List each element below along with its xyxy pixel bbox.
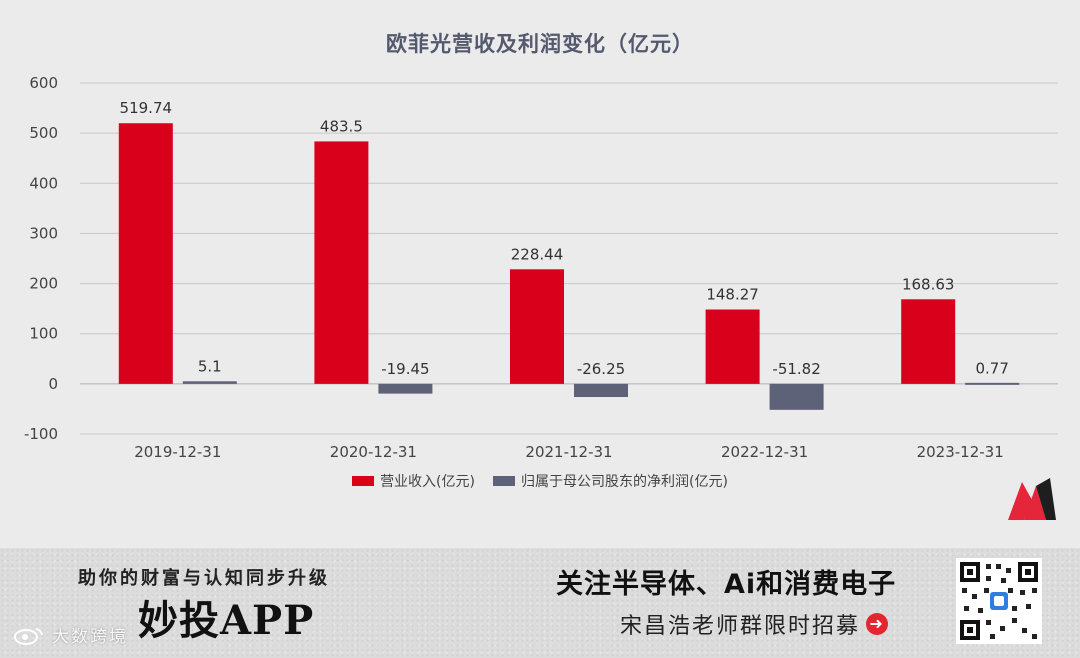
- y-tick-label: 200: [29, 275, 58, 293]
- chart-area: 欧菲光营收及利润变化（亿元） 600 500 400 300 200 100 0 -100 20…: [0, 32, 1080, 520]
- bar-chart: 600 500 400 300 200 100 0 -100 2019-12-31 519.74 5…: [24, 74, 1058, 461]
- revenue-bar: [901, 299, 956, 384]
- profit-bar: [574, 383, 628, 398]
- revenue-bar: [314, 141, 369, 384]
- banner-app-name: 妙投APP: [138, 597, 315, 644]
- brand-logo-icon: [1008, 478, 1056, 520]
- x-tick-label: 2020-12-31: [330, 443, 417, 461]
- y-tick-label: 600: [29, 74, 58, 92]
- y-tick-label: 400: [29, 174, 58, 192]
- legend-item-revenue: 营业收入(亿元): [352, 471, 475, 491]
- revenue-bar: [118, 123, 173, 384]
- watermark-text: 大数跨境: [52, 627, 128, 647]
- revenue-bar: [510, 269, 564, 384]
- profit-bar: [182, 381, 237, 384]
- legend-swatch-revenue: [352, 476, 375, 486]
- legend-item-profit: 归属于母公司股东的净利润(亿元): [493, 471, 728, 491]
- banner-subline[interactable]: 宋昌浩老师群限时招募 ➜: [620, 608, 889, 640]
- y-tick-label: -100: [24, 425, 58, 443]
- legend-label-revenue: 营业收入(亿元): [380, 474, 475, 490]
- y-tick-label: 300: [29, 224, 58, 242]
- qr-code-icon: [956, 558, 1042, 644]
- profit-data-label: -26.25: [577, 360, 625, 378]
- x-tick-label: 2023-12-31: [917, 443, 1004, 461]
- revenue-data-label: 483.5: [320, 117, 363, 135]
- promo-banner[interactable]: 助你的财富与认知同步升级 妙投APP 大数跨境 关注半导体、Ai和消费电子 宋昌…: [0, 548, 1080, 658]
- y-tick-label: 100: [29, 325, 58, 343]
- profit-data-label: 5.1: [198, 357, 222, 375]
- x-tick-label: 2019-12-31: [134, 443, 221, 461]
- banner-headline: 关注半导体、Ai和消费电子: [556, 569, 897, 600]
- profit-data-label: -19.45: [381, 360, 429, 378]
- y-tick-label: 500: [29, 124, 58, 142]
- profit-bar: [769, 383, 824, 410]
- revenue-data-label: 228.44: [511, 245, 564, 263]
- profit-data-label: 0.77: [975, 359, 1008, 377]
- chart-title: 欧菲光营收及利润变化（亿元）: [386, 32, 694, 56]
- x-tick-label: 2022-12-31: [721, 443, 808, 461]
- banner-subline-text: 宋昌浩老师群限时招募: [620, 614, 861, 639]
- profit-bar: [378, 383, 433, 394]
- x-tick-label: 2021-12-31: [525, 443, 612, 461]
- legend-swatch-profit: [493, 476, 515, 486]
- arrow-right-icon[interactable]: ➜: [866, 613, 889, 635]
- revenue-data-label: 168.63: [902, 275, 955, 293]
- profit-data-label: -51.82: [772, 360, 820, 378]
- revenue-data-label: 519.74: [120, 99, 173, 117]
- legend-label-profit: 归属于母公司股东的净利润(亿元): [521, 474, 728, 490]
- weibo-icon: [14, 627, 43, 645]
- chart-legend: 营业收入(亿元) 归属于母公司股东的净利润(亿元): [0, 471, 1080, 491]
- watermark: 大数跨境: [12, 622, 128, 647]
- y-tick-label: 0: [48, 375, 58, 393]
- banner-slogan: 助你的财富与认知同步升级: [78, 568, 330, 589]
- revenue-data-label: 148.27: [706, 286, 759, 304]
- revenue-bar: [705, 309, 760, 384]
- profit-bar: [965, 382, 1020, 385]
